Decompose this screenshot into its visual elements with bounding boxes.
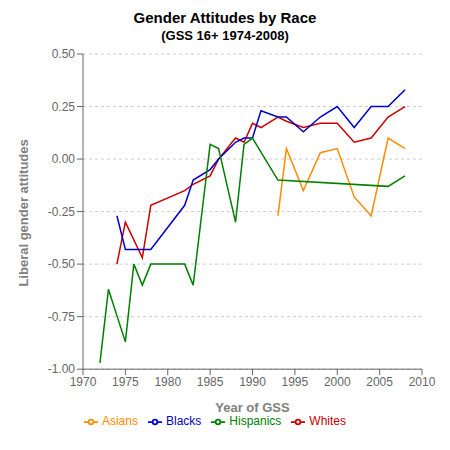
svg-text:2005: 2005 bbox=[366, 375, 393, 389]
svg-text:-0.25: -0.25 bbox=[48, 205, 76, 219]
svg-text:1995: 1995 bbox=[282, 375, 309, 389]
svg-text:-1.00: -1.00 bbox=[48, 362, 76, 376]
html-text:Gender Attitudes by Race: Gender Attitudes by Race bbox=[133, 9, 317, 26]
svg-text:2010: 2010 bbox=[409, 375, 436, 389]
svg-text:1985: 1985 bbox=[197, 375, 224, 389]
svg-text:Year of GSS: Year of GSS bbox=[215, 400, 290, 415]
svg-text:-0.50: -0.50 bbox=[48, 257, 76, 271]
svg-text:-0.75: -0.75 bbox=[48, 310, 76, 324]
svg-text:0.50: 0.50 bbox=[52, 47, 76, 61]
svg-text:1980: 1980 bbox=[154, 375, 181, 389]
svg-text:1990: 1990 bbox=[239, 375, 266, 389]
html-text:(GSS 16+ 1974-2008): (GSS 16+ 1974-2008) bbox=[161, 28, 289, 43]
svg-text:0.25: 0.25 bbox=[52, 100, 76, 114]
svg-text:0.00: 0.00 bbox=[52, 152, 76, 166]
html-text:Asians: Asians bbox=[102, 414, 138, 429]
svg-text:Liberal gender attitudes: Liberal gender attitudes bbox=[16, 139, 31, 286]
svg-text:2000: 2000 bbox=[324, 375, 351, 389]
html-text:Hispanics: Hispanics bbox=[229, 414, 282, 429]
html-text:Whites: Whites bbox=[309, 414, 346, 429]
svg-text:1970: 1970 bbox=[70, 375, 97, 389]
svg-text:1975: 1975 bbox=[112, 375, 139, 389]
html-text:Blacks: Blacks bbox=[166, 414, 202, 429]
